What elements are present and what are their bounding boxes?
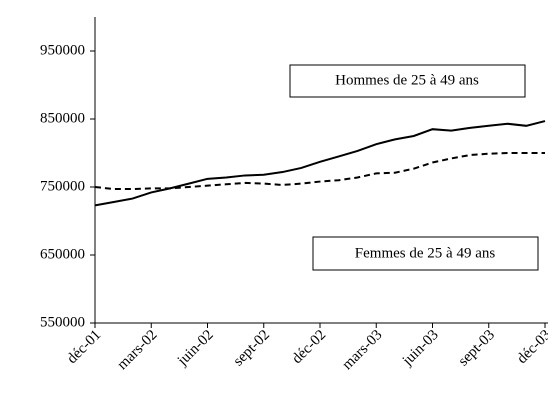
x-tick-label: sept-02 bbox=[230, 327, 273, 370]
x-tick-label: sept-03 bbox=[455, 327, 498, 370]
x-tick-label: juin-02 bbox=[174, 327, 217, 370]
series-line bbox=[94, 120, 546, 207]
legend-box bbox=[289, 64, 526, 98]
y-tick-label: 950000 bbox=[40, 42, 85, 58]
legend-label: Hommes de 25 à 49 ans bbox=[335, 72, 479, 88]
y-tick-label: 850000 bbox=[40, 110, 85, 126]
series-line bbox=[94, 152, 545, 191]
x-tick-label: déc-02 bbox=[289, 327, 329, 367]
y-tick-label: 750000 bbox=[40, 178, 85, 194]
y-tick-label: 650000 bbox=[40, 246, 85, 262]
x-tick-label: mars-02 bbox=[114, 327, 160, 373]
x-tick-label: déc-03 bbox=[514, 327, 548, 367]
x-tick-label: mars-03 bbox=[339, 327, 385, 373]
x-tick-label: juin-03 bbox=[399, 327, 442, 370]
legend-label: Femmes de 25 à 49 ans bbox=[355, 245, 496, 261]
x-tick-label: déc-01 bbox=[64, 327, 104, 367]
y-tick-label: 550000 bbox=[40, 314, 85, 330]
legend-box bbox=[312, 236, 539, 271]
